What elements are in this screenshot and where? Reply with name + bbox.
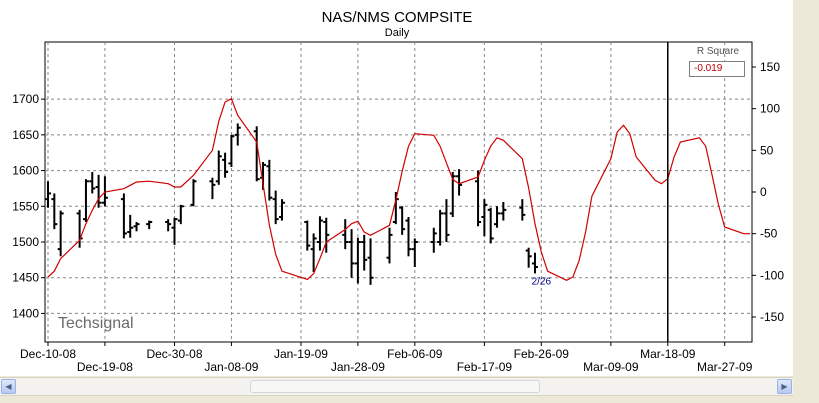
plot-area <box>44 41 753 343</box>
right-axis-tick-label: -100 <box>760 268 784 282</box>
price-bar <box>171 217 178 245</box>
price-bar <box>494 206 501 228</box>
chart-svg: NAS/NMS COMPSITE Daily 14001450150015501… <box>12 9 784 374</box>
x-axis-tick-label: Jan-19-09 <box>274 347 328 361</box>
price-bar <box>361 234 368 271</box>
price-bar <box>399 206 406 235</box>
cycle-line <box>47 97 750 281</box>
price-bar <box>481 199 488 237</box>
price-bar <box>51 193 58 230</box>
cycle-low-annotation: 2/26 <box>532 276 552 287</box>
left-axis: 1400 1450 1500 1550 1600 1650 1700 <box>12 92 45 320</box>
horizontal-scrollbar[interactable]: ◀ ▶ <box>0 377 793 396</box>
price-bar <box>323 217 330 253</box>
price-bar <box>133 222 140 232</box>
price-bar <box>234 123 241 146</box>
price-bar <box>354 237 361 284</box>
price-bar <box>215 150 222 185</box>
price-bar <box>367 238 374 285</box>
price-bar <box>82 179 89 222</box>
price-bar <box>316 216 323 251</box>
price-bar <box>272 190 279 225</box>
price-bar <box>525 247 532 268</box>
r-square-panel: R Square -0.019 <box>686 46 750 80</box>
x-axis-tick-label: Feb-17-09 <box>457 360 513 374</box>
price-bar <box>165 219 172 232</box>
price-bar <box>304 220 311 251</box>
x-axis-tick-label: Jan-28-09 <box>331 360 385 374</box>
chart-window: NAS/NMS COMPSITE Daily 1400 1450 1500 1550 1… <box>0 0 793 376</box>
chart-title: NAS/NMS COMPSITE <box>322 9 473 26</box>
arrow-right-icon: ▶ <box>781 381 788 391</box>
r-square-label: R Square <box>696 46 740 57</box>
left-axis-tick-label: 1700 <box>12 92 39 106</box>
price-bar <box>120 193 127 239</box>
left-axis-tick-label: 1450 <box>12 271 39 285</box>
price-bar <box>342 219 349 250</box>
x-axis-tick-label: Dec-30-08 <box>146 347 202 361</box>
r-square-value: -0.019 <box>689 61 745 77</box>
price-bar <box>209 177 216 200</box>
price-bar <box>386 227 393 264</box>
price-bar <box>222 152 229 178</box>
price-bar <box>310 233 317 272</box>
price-bar <box>531 252 538 274</box>
x-axis-tick-label: Jan-08-09 <box>204 360 258 374</box>
right-axis-tick-label: 100 <box>760 102 780 116</box>
scroll-thumb[interactable] <box>250 380 540 393</box>
scroll-right-button[interactable]: ▶ <box>777 379 792 394</box>
x-axis-tick-label: Feb-26-09 <box>514 347 570 361</box>
right-axis-tick-label: -150 <box>760 310 784 324</box>
x-axis-tick-label: Dec-10-08 <box>20 347 76 361</box>
grid <box>45 42 752 342</box>
price-bar <box>475 170 482 227</box>
cycle-line-layer <box>47 97 750 281</box>
scroll-left-button[interactable]: ◀ <box>1 379 16 394</box>
left-axis-tick-label: 1650 <box>12 128 39 142</box>
right-axis-tick-label: -50 <box>760 227 778 241</box>
x-axis-tick-label: Dec-19-08 <box>77 360 133 374</box>
price-bar <box>101 176 108 207</box>
arrow-left-icon: ◀ <box>5 381 12 391</box>
price-bar <box>95 174 102 208</box>
price-bar <box>411 238 418 267</box>
price-bar <box>253 126 260 182</box>
right-axis-tick-label: 0 <box>760 185 767 199</box>
left-axis-tick-label: 1400 <box>12 306 39 320</box>
price-bar <box>45 181 51 208</box>
price-bar <box>57 210 64 257</box>
price-bar <box>127 214 134 238</box>
price-bar <box>89 172 96 194</box>
left-axis-tick-label: 1600 <box>12 164 39 178</box>
price-bar <box>437 209 444 246</box>
left-axis-tick-label: 1550 <box>12 199 39 213</box>
x-axis-tick-label: Feb-06-09 <box>387 347 443 361</box>
chart-subtitle: Daily <box>385 27 410 39</box>
price-bar <box>456 169 463 196</box>
right-axis: -150 -100 -50 0 50 100 150 <box>752 60 784 324</box>
x-axis-tick-label: Mar-18-09 <box>640 347 696 361</box>
x-axis-tick-label: Mar-09-09 <box>583 360 639 374</box>
price-bar <box>190 179 197 207</box>
x-axis: Dec-10-08 Dec-30-08 Jan-19-09 Feb-06-09 Feb-… <box>20 342 753 374</box>
price-bar <box>443 199 450 242</box>
price-bar <box>266 159 273 201</box>
right-axis-tick-label: 50 <box>760 143 774 157</box>
left-axis-tick-label: 1500 <box>12 235 39 249</box>
watermark: Techsignal <box>58 315 134 332</box>
x-axis-tick-label: Mar-27-09 <box>697 360 753 374</box>
price-bar <box>405 217 412 257</box>
window-gutter <box>793 0 819 403</box>
right-axis-tick-label: 150 <box>760 60 780 74</box>
price-bar <box>228 134 235 167</box>
price-bar <box>430 227 437 253</box>
price-bar <box>348 229 355 278</box>
price-bar <box>177 204 184 225</box>
price-bar <box>500 202 507 221</box>
price-bar <box>519 199 526 221</box>
price-bar <box>146 220 153 230</box>
price-bar <box>279 199 285 221</box>
price-bar <box>487 207 494 244</box>
